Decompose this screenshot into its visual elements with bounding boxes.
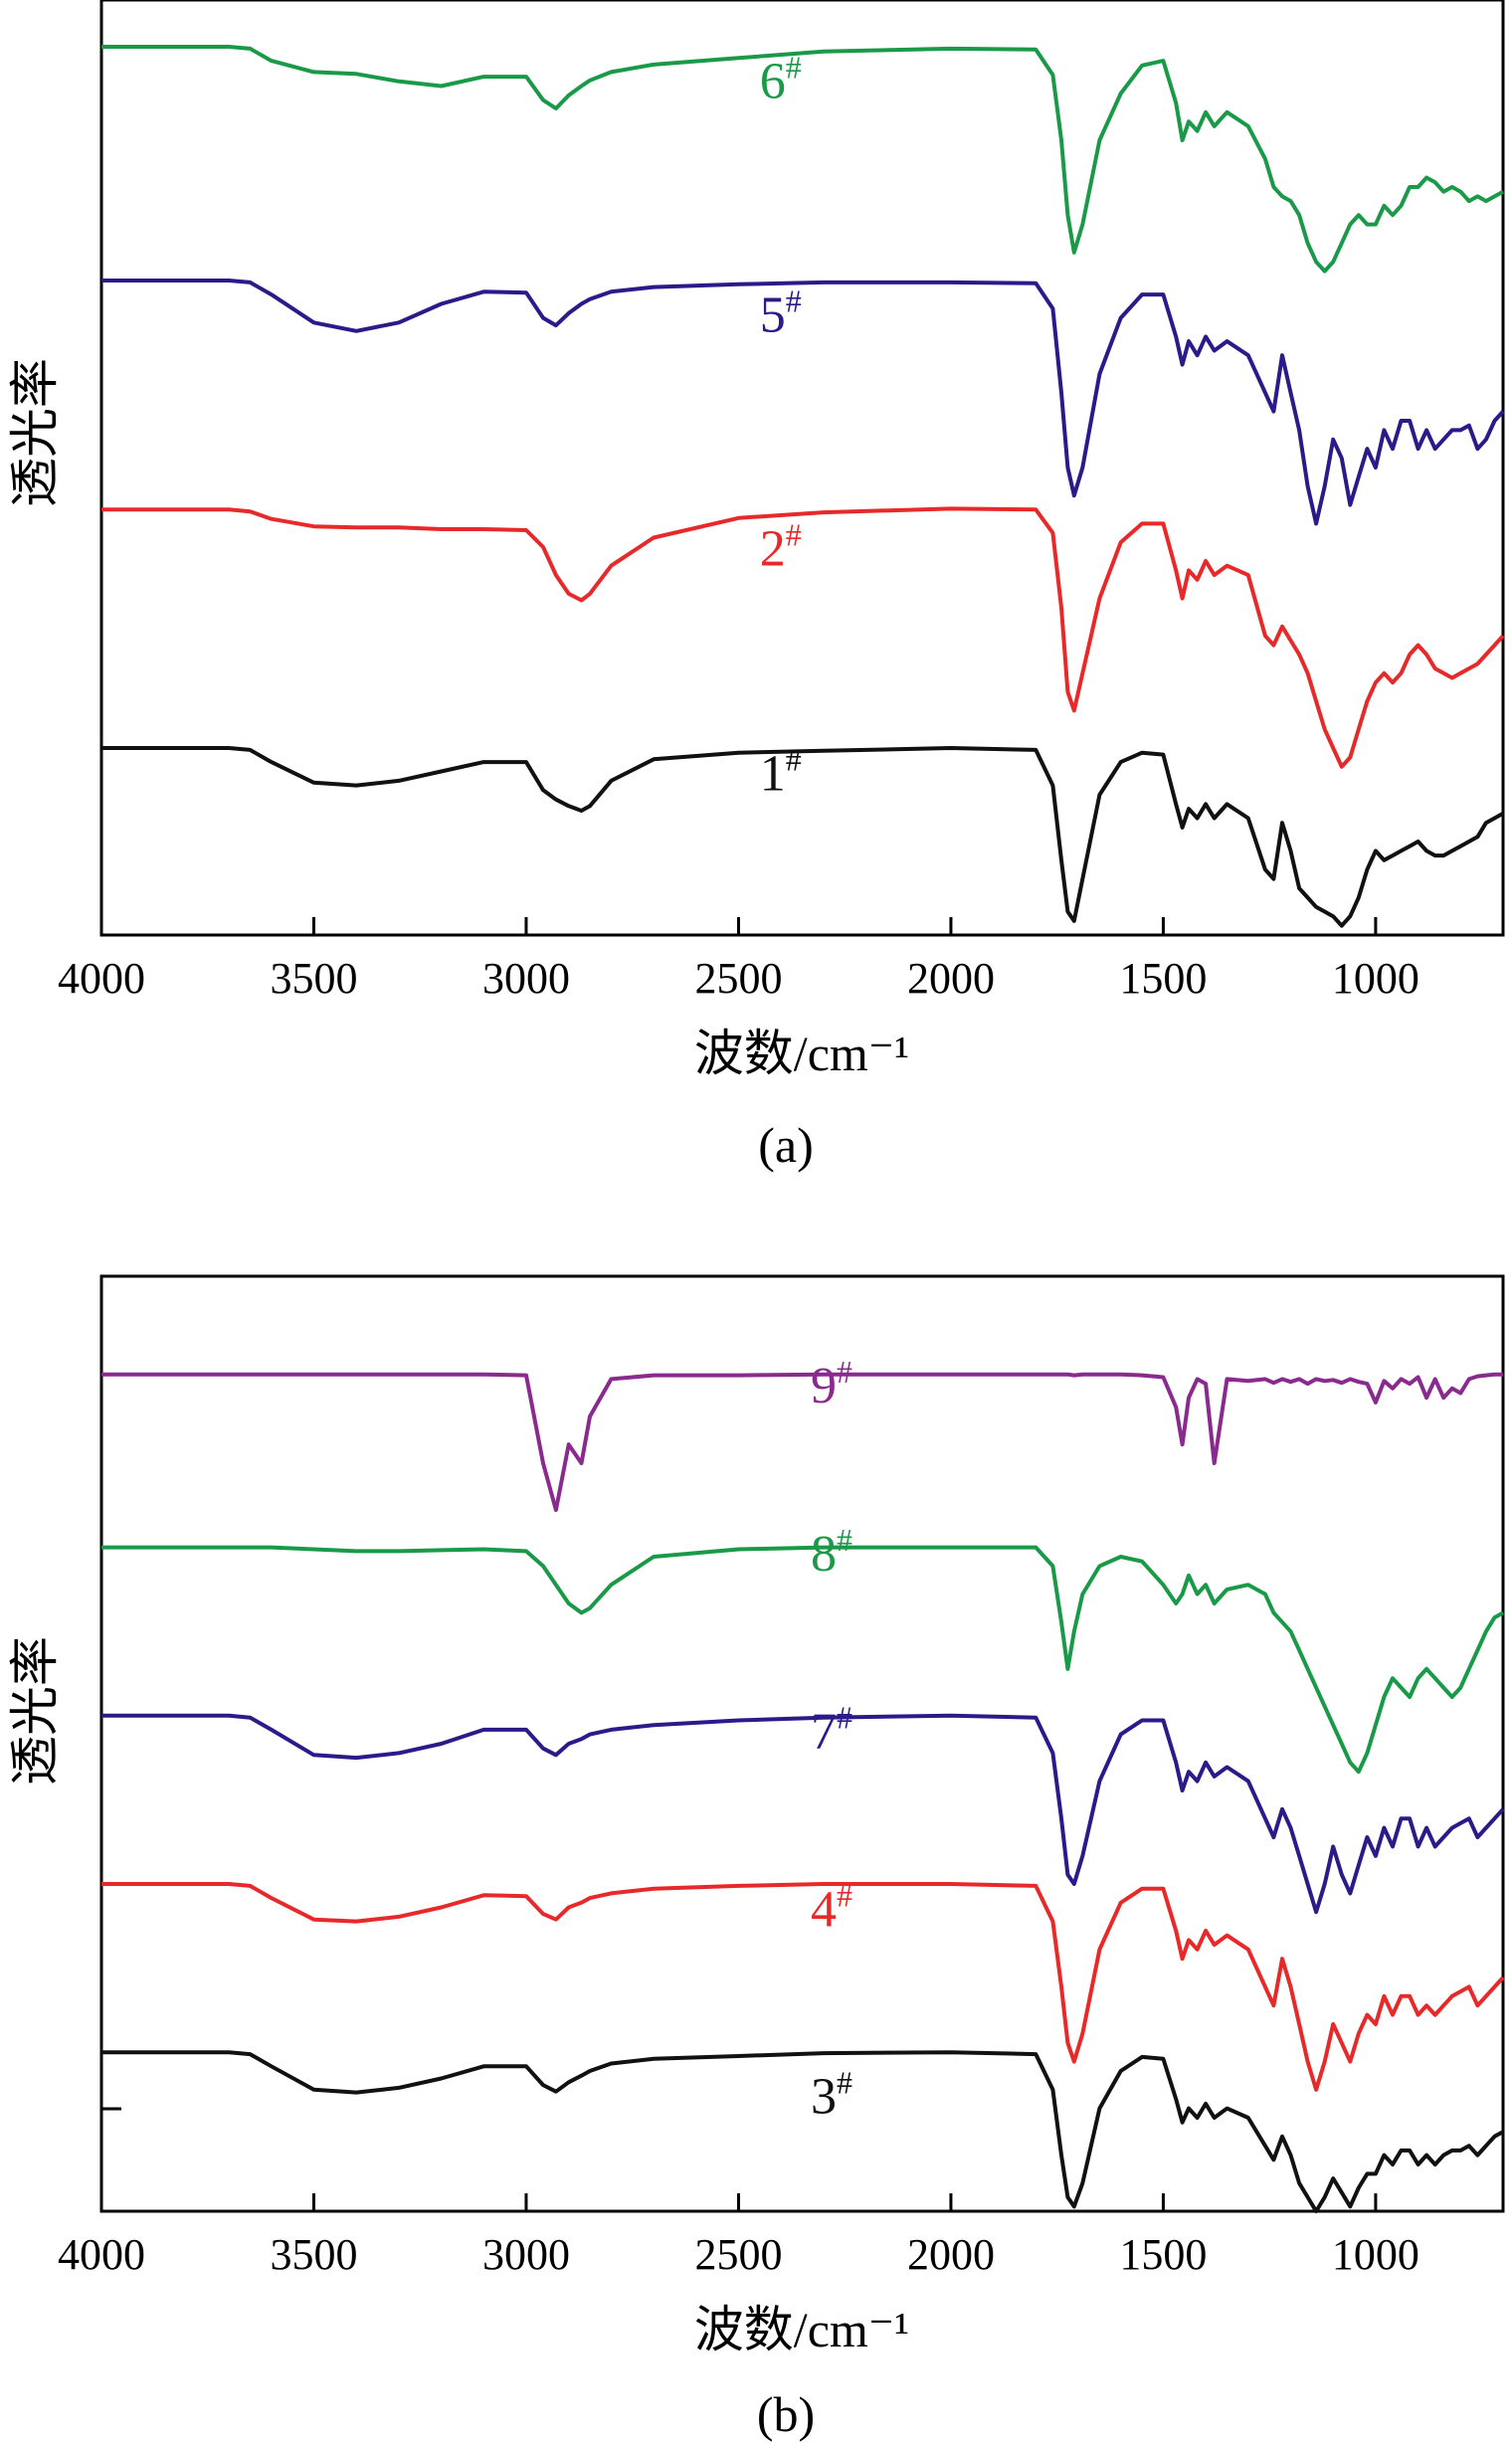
x-tick-label-b-4000: 4000 [58,2230,145,2279]
series-layer-b [101,1372,1505,2213]
plot-frame-b [99,1274,1505,2213]
x-tick-label-b-2500: 2500 [694,2230,782,2279]
series-labels-b: 9# 8# 7# 4# 3# [811,1354,852,2125]
x-tick-label-b-3000: 3000 [482,2230,570,2279]
x-tick-label-b-3500: 3500 [270,2230,357,2279]
series-line-b-4 [101,1882,1505,2092]
x-tick-label-b-2000: 2000 [907,2230,995,2279]
series-label-b-8: 8# [811,1522,852,1583]
series-label-b-9: 9# [811,1354,852,1414]
x-tick-label-a-3500: 3500 [270,954,357,1003]
panel-caption-b: (b) [757,2386,815,2442]
series-labels-a: 6# 5# 2# 1# [760,50,802,803]
x-axis-label-b: 波数/cm⁻¹ [694,2302,909,2357]
x-ticks-b: 4000 3500 3000 2500 2000 1500 1000 [58,2193,1419,2279]
y-axis-label-b: 透光率 [7,1636,63,1785]
series-label-b-3: 3# [811,2064,852,2125]
series-label-a-1: 1# [760,741,802,802]
x-tick-label-a-2500: 2500 [694,954,782,1003]
series-line-b-9 [101,1372,1503,1512]
series-label-b-7: 7# [811,1700,852,1761]
series-line-b-7 [101,1713,1505,1915]
x-tick-label-a-4000: 4000 [58,954,145,1003]
panel-b: 透光率 4000 3500 3000 2500 2000 1500 1000 9# 8# 7# 4… [7,1274,1505,2442]
series-line-b-3 [101,2050,1504,2213]
series-line-a-2 [101,506,1505,769]
x-axis-label-a: 波数/cm⁻¹ [694,1026,909,1081]
x-tick-label-a-1500: 1500 [1119,954,1207,1003]
series-layer-a [101,45,1505,928]
x-tick-label-a-1000: 1000 [1332,954,1419,1003]
y-axis-label-a: 透光率 [7,358,63,507]
series-label-a-5: 5# [760,283,802,344]
x-tick-label-b-1000: 1000 [1332,2230,1419,2279]
series-label-a-2: 2# [760,517,802,578]
series-line-a-5 [101,279,1505,526]
plot-frame-a [99,0,1505,937]
series-line-a-1 [101,746,1504,928]
series-label-a-6: 6# [760,50,802,110]
x-tick-label-a-3000: 3000 [482,954,570,1003]
x-tick-label-a-2000: 2000 [907,954,995,1003]
x-tick-label-b-1500: 1500 [1119,2230,1207,2279]
panel-caption-a: (a) [758,1117,814,1173]
x-ticks-a: 4000 3500 3000 2500 2000 1500 1000 [58,917,1419,1003]
series-line-b-8 [101,1545,1504,1775]
series-line-a-6 [101,45,1504,274]
series-label-b-4: 4# [811,1877,852,1938]
panel-a: 透光率 4000 3500 3000 2500 2000 1500 1000 6# 5# 2# 1… [7,0,1505,1173]
